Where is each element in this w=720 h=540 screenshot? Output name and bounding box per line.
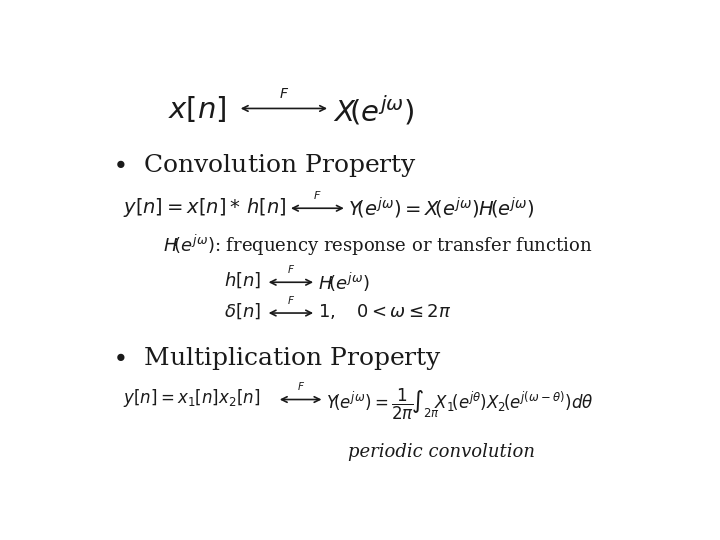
Text: $h[n]$: $h[n]$ — [224, 271, 261, 290]
Text: $1,\quad 0 < \omega \leq 2\pi$: $1,\quad 0 < \omega \leq 2\pi$ — [318, 302, 451, 321]
Text: $\bullet$  Multiplication Property: $\bullet$ Multiplication Property — [112, 346, 442, 373]
Text: $H\!\left(e^{j\omega}\right)$: frequency response or transfer function: $H\!\left(e^{j\omega}\right)$: frequency… — [163, 233, 592, 259]
Text: $\bullet$  Convolution Property: $\bullet$ Convolution Property — [112, 152, 418, 179]
Text: $y[n]=x_1[n]x_2[n]$: $y[n]=x_1[n]x_2[n]$ — [124, 387, 261, 409]
Text: $F$: $F$ — [287, 294, 295, 306]
Text: $F$: $F$ — [313, 189, 322, 201]
Text: $F$: $F$ — [297, 380, 305, 392]
Text: $\delta[n]$: $\delta[n]$ — [224, 302, 261, 321]
Text: $F$: $F$ — [287, 263, 295, 275]
Text: periodic convolution: periodic convolution — [348, 443, 535, 461]
Text: $y[n]=x[n]*\,h[n]$: $y[n]=x[n]*\,h[n]$ — [124, 196, 287, 219]
Text: $Y\!\left(e^{j\omega}\right)=X\!\left(e^{j\omega}\right)H\!\left(e^{j\omega}\rig: $Y\!\left(e^{j\omega}\right)=X\!\left(e^… — [348, 196, 534, 221]
Text: $F$: $F$ — [279, 87, 289, 101]
Text: $X\!\left(e^{j\omega}\right)$: $X\!\left(e^{j\omega}\right)$ — [333, 94, 414, 127]
Text: $x[n]$: $x[n]$ — [168, 94, 227, 124]
Text: $H\!\left(e^{j\omega}\right)$: $H\!\left(e^{j\omega}\right)$ — [318, 271, 369, 294]
Text: $Y\!\left(e^{j\omega}\right)=\dfrac{1}{2\pi}\!\int_{2\pi}\!X_1\!\left(e^{j\theta: $Y\!\left(e^{j\omega}\right)=\dfrac{1}{2… — [326, 387, 593, 422]
